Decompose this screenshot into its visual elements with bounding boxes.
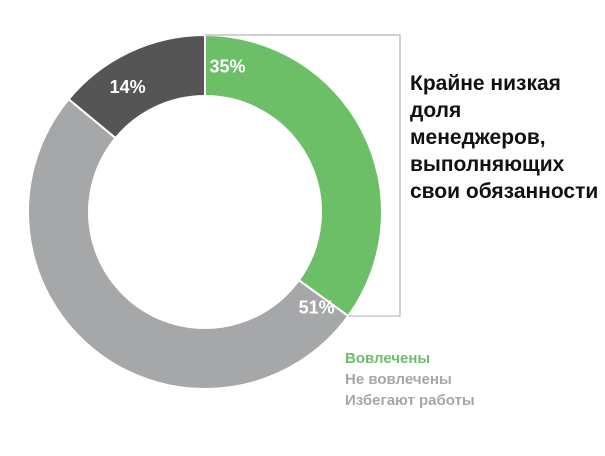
- chart-annotation: Крайне низкая доля менеджеров, выполняющ…: [410, 72, 599, 203]
- donut-slice-3: [67, 33, 206, 140]
- slice-label-2: 51%: [299, 298, 335, 318]
- slice-labels: 35% 51% 14%: [110, 57, 335, 318]
- legend-item-3: Избегают работы: [345, 392, 475, 409]
- donut-slice-2: [27, 97, 350, 390]
- legend-item-1: Вовлечены: [345, 350, 431, 367]
- annotation-bracket: [205, 34, 401, 317]
- donut-slice-1: [204, 33, 383, 318]
- legend: Вовлечены Не вовлечены Избегают работы: [345, 348, 475, 411]
- legend-item-2: Не вовлечены: [345, 371, 452, 388]
- slice-label-1: 35%: [210, 57, 246, 77]
- donut-slices: [27, 33, 383, 390]
- slice-label-3: 14%: [110, 77, 146, 97]
